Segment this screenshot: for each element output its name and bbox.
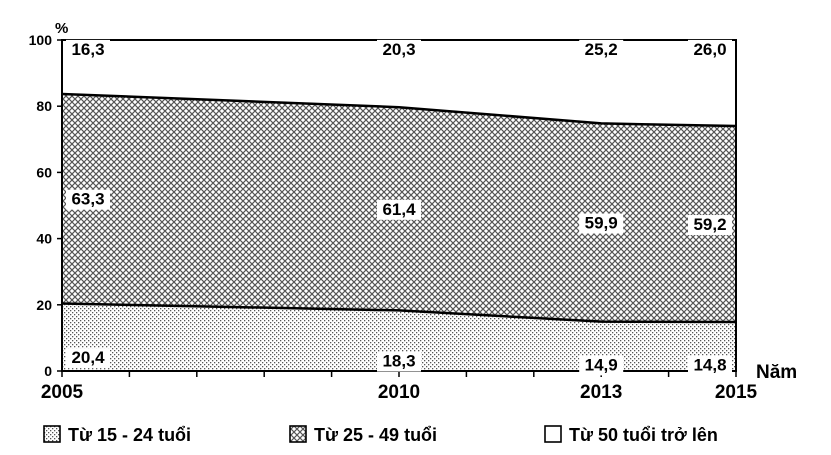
y-tick-label: 20 <box>36 297 52 313</box>
data-label-series-3: 26,0 <box>693 40 726 59</box>
data-label-bg <box>377 199 421 220</box>
x-tick-label: 2005 <box>41 382 84 403</box>
y-tick-label: 40 <box>36 231 52 247</box>
x-axis-title: Năm <box>756 362 797 383</box>
data-label-bg <box>377 39 421 60</box>
data-label-series-1: 18,3 <box>382 352 415 371</box>
data-label-series-2: 63,3 <box>71 190 104 209</box>
y-tick-label: 0 <box>44 363 52 379</box>
data-label-bg <box>66 189 110 210</box>
legend-swatch-series-2 <box>289 425 307 443</box>
y-axis-title: % <box>55 20 68 37</box>
data-label-series-1: 14,9 <box>585 355 618 374</box>
x-tick-label: 2015 <box>715 382 758 403</box>
data-label-bg <box>688 215 732 236</box>
data-label-bg <box>688 39 732 60</box>
legend-swatch-series-3 <box>544 425 562 443</box>
data-label-series-2: 59,2 <box>693 215 726 234</box>
data-label-bg <box>579 39 624 60</box>
data-label-bg <box>579 355 624 376</box>
legend-label-series-3: Từ 50 tuổi trở lên <box>569 425 718 445</box>
y-tick-label: 60 <box>36 164 52 180</box>
data-label-bg <box>688 355 732 376</box>
y-tick-label: 100 <box>29 32 53 48</box>
legend: Từ 15 - 24 tuổi Từ 25 - 49 tuổi Từ 50 tuổi… <box>43 425 718 445</box>
legend-label-series-1: Từ 15 - 24 tuổi <box>68 425 191 445</box>
y-tick-label: 80 <box>36 98 52 114</box>
data-label-series-2: 59,9 <box>585 214 618 233</box>
boundary-line-series-2 <box>61 92 737 128</box>
data-label-series-3: 25,2 <box>585 40 618 59</box>
data-label-series-1: 14,8 <box>693 355 726 374</box>
legend-swatch-series-1 <box>43 425 61 443</box>
data-label-series-3: 20,3 <box>382 40 415 59</box>
boundary-line-series-1 <box>61 302 737 324</box>
legend-label-series-2: Từ 25 - 49 tuổi <box>314 425 437 445</box>
data-label-bg <box>377 351 421 372</box>
data-label-series-1: 20,4 <box>71 348 105 367</box>
data-label-bg <box>579 213 624 234</box>
data-label-bg <box>66 39 110 60</box>
data-label-bg <box>66 348 110 369</box>
x-tick-label: 2010 <box>378 382 420 403</box>
data-label-series-3: 16,3 <box>71 40 104 59</box>
x-tick-label: 2013 <box>580 382 622 403</box>
data-label-series-2: 61,4 <box>382 200 416 219</box>
